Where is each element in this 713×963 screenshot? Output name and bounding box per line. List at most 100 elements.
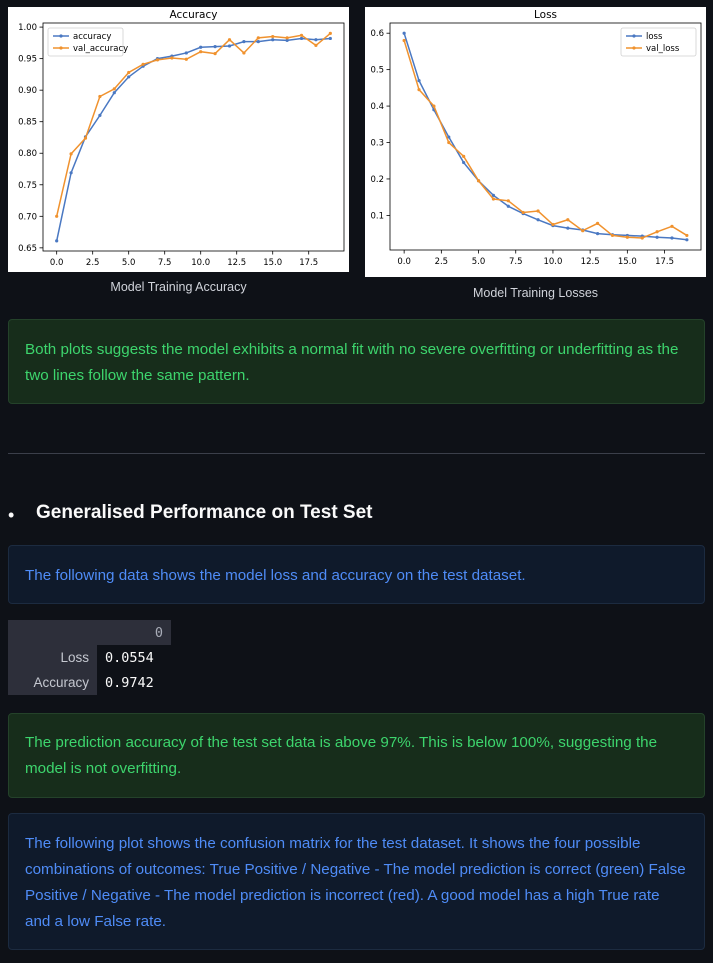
loss-y-tick-label: 0.6 bbox=[370, 29, 384, 39]
loss-plot-frame bbox=[389, 22, 702, 251]
accuracy-point-val_accuracy bbox=[155, 58, 160, 62]
loss-chart: Loss 0.0 2.5 5.0 7.5 10.0 12.5 15.0 17.5 0.1 0.2 0.… bbox=[365, 7, 706, 277]
loss-legend-marker-val_loss bbox=[632, 46, 636, 50]
loss-point-val_loss bbox=[476, 179, 481, 183]
accuracy-point-val_accuracy bbox=[227, 38, 232, 42]
row-value-accuracy: 0.9742 bbox=[97, 670, 171, 695]
accuracy-point-val_accuracy bbox=[328, 31, 332, 36]
loss-point-val_loss bbox=[417, 88, 421, 92]
loss-legend-marker-loss bbox=[632, 34, 636, 38]
accuracy-point-val_accuracy bbox=[83, 136, 88, 140]
accuracy-point-val_accuracy bbox=[271, 34, 275, 39]
accuracy-y-tick-label: 0.75 bbox=[18, 181, 37, 191]
accuracy-y-tick-label: 0.65 bbox=[18, 244, 37, 254]
loss-point-loss bbox=[536, 218, 540, 222]
loss-y-tick-label: 0.2 bbox=[370, 175, 384, 185]
loss-point-loss bbox=[655, 235, 659, 239]
loss-point-val_loss bbox=[685, 233, 689, 238]
loss-point-loss bbox=[462, 160, 466, 165]
loss-x-tick-label: 2.5 bbox=[435, 257, 449, 267]
accuracy-y-tick-label: 0.95 bbox=[18, 55, 37, 65]
accuracy-x-tick-label: 15.0 bbox=[263, 258, 282, 268]
accuracy-series-line-accuracy bbox=[55, 37, 331, 242]
loss-point-val_loss bbox=[462, 154, 466, 158]
loss-point-val_loss bbox=[521, 210, 525, 215]
accuracy-series-line-val_accuracy bbox=[55, 32, 331, 217]
accuracy-point-val_accuracy bbox=[55, 214, 59, 218]
accuracy-chart-caption: Model Training Accuracy bbox=[110, 280, 247, 294]
loss-point-loss bbox=[491, 193, 496, 197]
table-corner-cell bbox=[8, 620, 97, 645]
accuracy-x-tick-label: 12.5 bbox=[227, 258, 246, 268]
test-data-info-callout: The following data shows the model loss … bbox=[8, 545, 705, 604]
confusion-matrix-info-callout: The following plot shows the confusion m… bbox=[8, 813, 705, 950]
loss-x-tick-label: 5.0 bbox=[472, 257, 486, 267]
loss-point-val_loss bbox=[447, 140, 451, 145]
accuracy-point-accuracy bbox=[112, 91, 116, 95]
loss-point-loss bbox=[447, 135, 451, 139]
table-row: Loss 0.0554 bbox=[8, 645, 171, 670]
loss-point-val_loss bbox=[640, 236, 644, 240]
accuracy-legend-marker-accuracy bbox=[59, 34, 63, 38]
accuracy-point-accuracy bbox=[98, 113, 102, 117]
loss-point-loss bbox=[566, 226, 570, 230]
accuracy-point-val_accuracy bbox=[127, 70, 131, 75]
accuracy-point-val_accuracy bbox=[242, 51, 246, 55]
loss-x-tick-label: 15.0 bbox=[618, 257, 637, 267]
loss-point-val_loss bbox=[491, 197, 496, 201]
loss-chart-caption: Model Training Losses bbox=[472, 286, 599, 300]
accuracy-x-tick-label: 0.0 bbox=[50, 258, 64, 268]
accuracy-legend bbox=[47, 27, 124, 57]
loss-point-val_loss bbox=[595, 221, 600, 226]
loss-point-val_loss bbox=[610, 233, 615, 238]
accuracy-point-accuracy bbox=[285, 38, 289, 42]
row-label-accuracy: Accuracy bbox=[8, 670, 97, 695]
loss-y-tick-label: 0.3 bbox=[370, 139, 384, 149]
accuracy-chart-svg: Accuracy 0.0 2.5 5.0 7.5 10.0 12.5 15.0 17.5 0.65… bbox=[18, 9, 345, 268]
loss-x-tick-label: 7.5 bbox=[509, 257, 523, 267]
loss-point-val_loss bbox=[581, 229, 585, 233]
accuracy-point-accuracy bbox=[127, 75, 131, 79]
loss-x-tick-label: 17.5 bbox=[655, 257, 674, 267]
accuracy-point-accuracy bbox=[55, 239, 59, 243]
accuracy-point-accuracy bbox=[227, 44, 232, 48]
loss-point-val_loss bbox=[432, 104, 436, 108]
accuracy-x-tick-label: 10.0 bbox=[191, 258, 210, 268]
accuracy-y-tick-label: 1.00 bbox=[18, 23, 37, 33]
accuracy-point-val_accuracy bbox=[141, 62, 145, 66]
accuracy-y-tick-label: 0.85 bbox=[18, 118, 37, 128]
accuracy-point-accuracy bbox=[69, 171, 73, 175]
accuracy-x-tick-label: 2.5 bbox=[86, 258, 100, 268]
loss-legend-label-val_loss: val_loss bbox=[646, 44, 680, 54]
fit-analysis-callout: Both plots suggests the model exhibits a… bbox=[8, 319, 705, 404]
accuracy-x-tick-label: 7.5 bbox=[158, 258, 172, 268]
accuracy-chart: Accuracy 0.0 2.5 5.0 7.5 10.0 12.5 15.0 17.5 0.65… bbox=[8, 7, 349, 272]
loss-y-tick-label: 0.1 bbox=[370, 211, 384, 221]
loss-point-loss bbox=[595, 232, 600, 236]
accuracy-point-accuracy bbox=[256, 40, 260, 44]
loss-series-line-val_loss bbox=[403, 40, 688, 239]
loss-point-val_loss bbox=[551, 222, 555, 227]
test-accuracy-callout: The prediction accuracy of the test set … bbox=[8, 713, 705, 798]
accuracy-plot-frame bbox=[42, 22, 345, 252]
table-row: Accuracy 0.9742 bbox=[8, 670, 171, 695]
accuracy-point-accuracy bbox=[199, 45, 203, 49]
section-bullet: • bbox=[8, 505, 15, 525]
accuracy-point-val_accuracy bbox=[170, 56, 174, 60]
loss-x-tick-label: 0.0 bbox=[397, 257, 411, 267]
row-label-loss: Loss bbox=[8, 645, 97, 670]
accuracy-point-val_accuracy bbox=[98, 94, 102, 99]
loss-point-val_loss bbox=[625, 235, 629, 239]
section-heading: Generalised Performance on Test Set bbox=[36, 502, 373, 523]
loss-point-val_loss bbox=[670, 224, 674, 228]
accuracy-point-val_accuracy bbox=[256, 36, 260, 40]
accuracy-point-val_accuracy bbox=[285, 36, 289, 40]
loss-point-val_loss bbox=[566, 218, 570, 222]
loss-point-loss bbox=[402, 31, 406, 35]
loss-point-loss bbox=[506, 204, 510, 208]
loss-y-tick-label: 0.5 bbox=[370, 66, 384, 76]
accuracy-point-val_accuracy bbox=[299, 33, 304, 37]
accuracy-point-val_accuracy bbox=[112, 87, 116, 91]
test-metrics-table: 0 Loss 0.0554 Accuracy 0.9742 bbox=[8, 620, 171, 695]
accuracy-x-tick-label: 5.0 bbox=[122, 258, 136, 268]
